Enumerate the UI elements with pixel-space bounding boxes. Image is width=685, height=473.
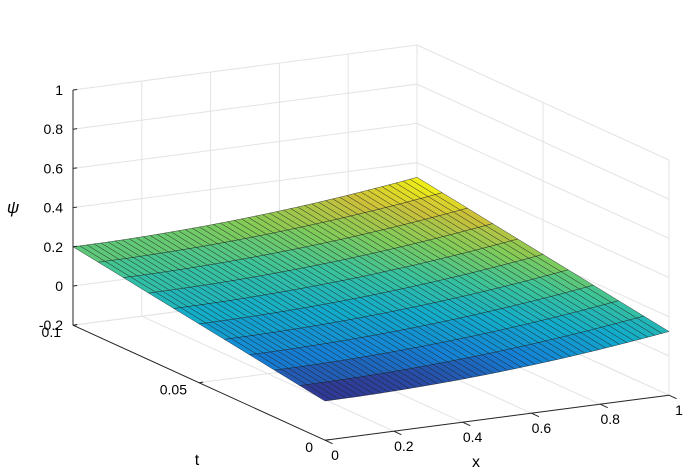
x-tick [462, 421, 471, 427]
x-axis-line [324, 394, 670, 441]
x-axis-label: x [472, 454, 480, 471]
x-tick-label: 0.4 [463, 429, 483, 445]
t-tick-label: 0.1 [42, 324, 62, 340]
grid-line-z [72, 83, 670, 200]
surface-patch [636, 315, 670, 334]
x-tick-label: 0.2 [394, 438, 414, 454]
psi-tick-label: 0.2 [44, 239, 64, 255]
t-tick [324, 439, 330, 441]
psi-tick-label: 0.4 [44, 200, 64, 216]
grid-line-z [72, 44, 670, 161]
psi-tick-label: 0.8 [44, 121, 64, 137]
axis-ticks: 0 0.2 0.4 0.6 0.8 1 0 0.05 0.1-0.2 0 0.2 0.4 0.6 0.8 1 [39, 82, 683, 463]
psi-tick [72, 245, 78, 248]
psi-tick [72, 324, 78, 326]
x-tick [668, 394, 677, 400]
psi-tick-label: 1 [55, 82, 63, 98]
x-tick-label: 0.8 [600, 411, 620, 427]
t-tick-label: 0 [305, 439, 313, 455]
psi-tick [72, 206, 78, 209]
psi-axis-label: ψ [7, 198, 19, 217]
t-tick [198, 381, 204, 384]
psi-tick [72, 284, 78, 287]
psi-tick [72, 167, 78, 169]
psi-tick-label: -0.2 [39, 317, 63, 333]
x-tick-label: 0 [331, 447, 339, 463]
x-tick [531, 412, 540, 418]
x-tick [324, 439, 333, 445]
x-tick-label: 0.6 [532, 420, 552, 436]
x-tick [393, 430, 402, 436]
surface-mesh [72, 177, 670, 402]
x-tick-label: 1 [675, 402, 683, 418]
psi-tick-label: 0.6 [44, 160, 64, 176]
psi-tick [72, 128, 78, 130]
x-tick [599, 403, 608, 409]
psi-tick-label: 0 [55, 278, 63, 294]
t-tick-label: 0.05 [160, 382, 187, 398]
psi-tick [72, 88, 78, 91]
t-axis-label: t [195, 452, 200, 469]
